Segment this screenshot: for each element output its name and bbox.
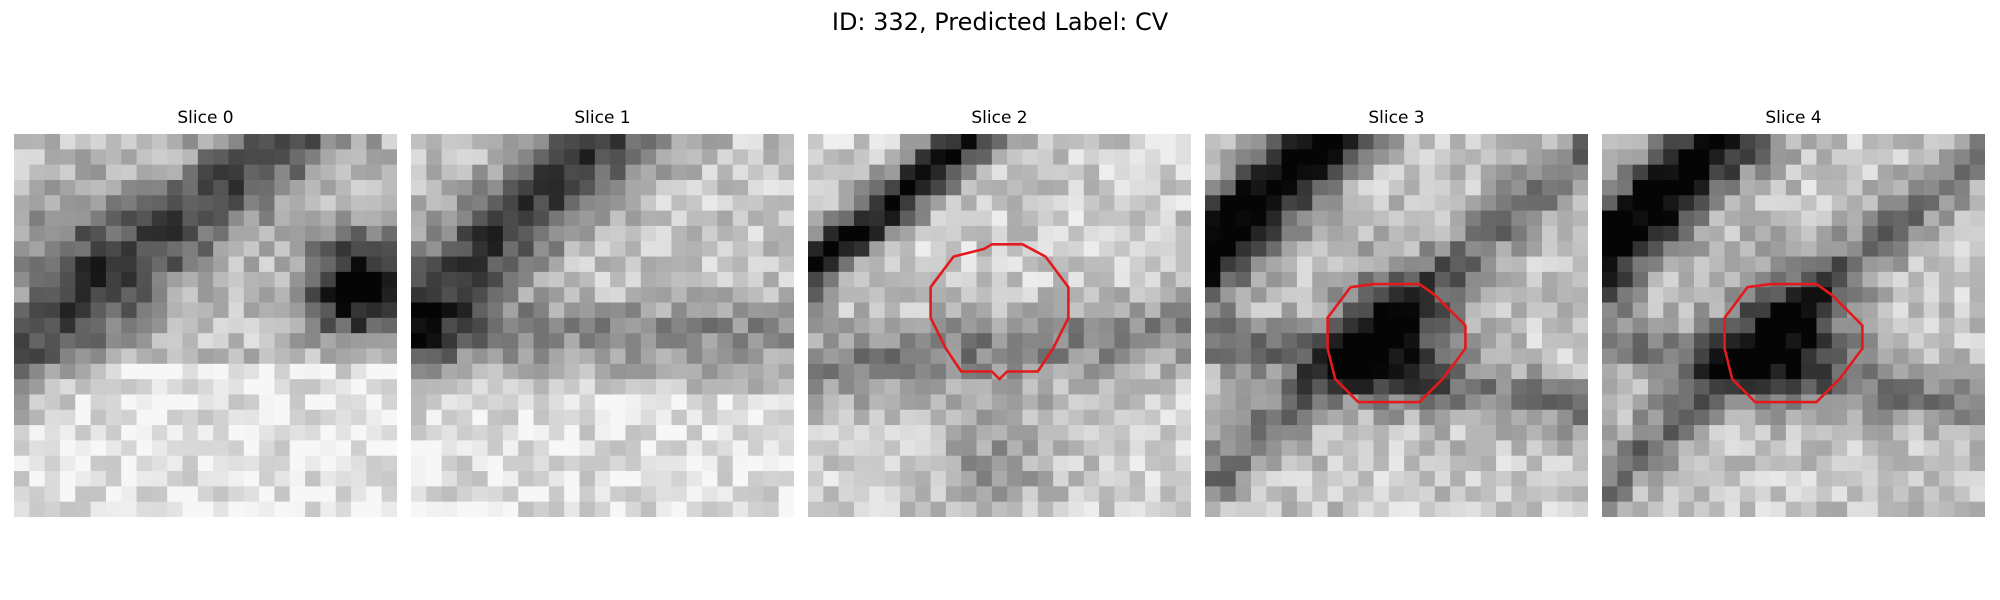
slice-title-4: Slice 4 [1765, 108, 1822, 128]
slice-title-3: Slice 3 [1368, 108, 1425, 128]
slice-image-2 [808, 134, 1191, 517]
lesion-contour-2 [929, 243, 1070, 381]
slice-title-1: Slice 1 [574, 108, 631, 128]
figure-title: ID: 332, Predicted Label: CV [831, 8, 1169, 36]
slice-panel-3: Slice 3 [1205, 106, 1588, 517]
slice-image-0 [14, 134, 397, 517]
slice-image-3 [1205, 134, 1588, 517]
slice-panel-4: Slice 4 [1602, 106, 1985, 517]
slice-image-4 [1602, 134, 1985, 517]
slice-title-0: Slice 0 [177, 108, 234, 128]
slice-panel-1: Slice 1 [411, 106, 794, 517]
slice-panel-2: Slice 2 [808, 106, 1191, 517]
slice-panel-0: Slice 0 [14, 106, 397, 517]
slice-image-1 [411, 134, 794, 517]
lesion-contour-4 [1723, 282, 1864, 404]
lesion-contour-3 [1326, 282, 1467, 404]
slice-title-2: Slice 2 [971, 108, 1028, 128]
